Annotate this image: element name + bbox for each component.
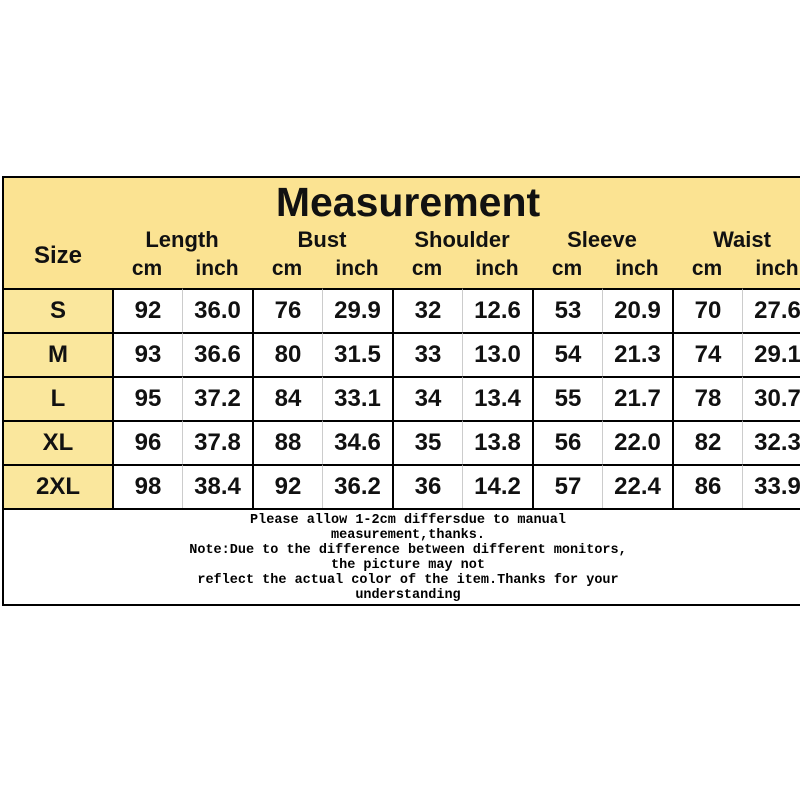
table-header-band: Measurement Size Length Bust Shoulder Sl… xyxy=(4,178,800,288)
cell-s-shoulder-cm: 32 xyxy=(392,288,462,332)
size-label-m: M xyxy=(4,332,112,376)
cell-xl-bust-cm: 88 xyxy=(252,420,322,464)
cell-m-length-cm: 93 xyxy=(112,332,182,376)
cell-l-length-inch: 37.2 xyxy=(182,376,252,420)
cell-l-shoulder-cm: 34 xyxy=(392,376,462,420)
unit-header-shoulder-inch: inch xyxy=(475,257,519,280)
cell-xl-sleeve-cm: 56 xyxy=(532,420,602,464)
cell-2xl-bust-inch: 36.2 xyxy=(322,464,392,508)
cell-s-bust-cm: 76 xyxy=(252,288,322,332)
cell-m-waist-cm: 74 xyxy=(672,332,742,376)
unit-header-waist-cm: cm xyxy=(691,257,723,280)
note-line: measurement,thanks. xyxy=(331,528,485,543)
cell-m-shoulder-cm: 33 xyxy=(392,332,462,376)
cell-m-shoulder-inch: 13.0 xyxy=(462,332,532,376)
cell-xl-length-inch: 37.8 xyxy=(182,420,252,464)
cell-s-length-inch: 36.0 xyxy=(182,288,252,332)
cell-s-length-cm: 92 xyxy=(112,288,182,332)
column-group-sleeve: Sleeve xyxy=(567,227,637,252)
cell-m-bust-inch: 31.5 xyxy=(322,332,392,376)
cell-l-shoulder-inch: 13.4 xyxy=(462,376,532,420)
column-group-waist: Waist xyxy=(713,227,771,252)
column-group-length: Length xyxy=(145,227,219,252)
cell-2xl-waist-inch: 33.9 xyxy=(742,464,800,508)
cell-2xl-length-inch: 38.4 xyxy=(182,464,252,508)
cell-m-sleeve-cm: 54 xyxy=(532,332,602,376)
cell-2xl-bust-cm: 92 xyxy=(252,464,322,508)
cell-xl-sleeve-inch: 22.0 xyxy=(602,420,672,464)
cell-m-bust-cm: 80 xyxy=(252,332,322,376)
cell-s-sleeve-cm: 53 xyxy=(532,288,602,332)
cell-s-bust-inch: 29.9 xyxy=(322,288,392,332)
unit-header-sleeve-inch: inch xyxy=(615,257,659,280)
cell-xl-shoulder-cm: 35 xyxy=(392,420,462,464)
cell-xl-waist-inch: 32.3 xyxy=(742,420,800,464)
cell-m-sleeve-inch: 21.3 xyxy=(602,332,672,376)
cell-l-sleeve-inch: 21.7 xyxy=(602,376,672,420)
cell-l-waist-inch: 30.7 xyxy=(742,376,800,420)
cell-s-shoulder-inch: 12.6 xyxy=(462,288,532,332)
cell-xl-length-cm: 96 xyxy=(112,420,182,464)
note-line: understanding xyxy=(355,588,461,603)
note-line: Note:Due to the difference between diffe… xyxy=(189,543,627,558)
size-label-xl: XL xyxy=(4,420,112,464)
cell-l-bust-inch: 33.1 xyxy=(322,376,392,420)
cell-xl-bust-inch: 34.6 xyxy=(322,420,392,464)
unit-header-length-inch: inch xyxy=(195,257,239,280)
cell-l-bust-cm: 84 xyxy=(252,376,322,420)
cell-m-length-inch: 36.6 xyxy=(182,332,252,376)
unit-header-length-cm: cm xyxy=(131,257,163,280)
cell-l-waist-cm: 78 xyxy=(672,376,742,420)
disclaimer-note: Please allow 1-2cm differsdue to manual … xyxy=(4,508,800,604)
table-title: Measurement xyxy=(275,179,541,225)
cell-l-sleeve-cm: 55 xyxy=(532,376,602,420)
cell-s-waist-cm: 70 xyxy=(672,288,742,332)
cell-xl-waist-cm: 82 xyxy=(672,420,742,464)
note-line: Please allow 1-2cm differsdue to manual xyxy=(250,513,566,528)
size-label-s: S xyxy=(4,288,112,332)
size-label-l: L xyxy=(4,376,112,420)
unit-header-sleeve-cm: cm xyxy=(551,257,583,280)
note-line: reflect the actual color of the item.Tha… xyxy=(197,573,619,588)
size-label-2xl: 2XL xyxy=(4,464,112,508)
column-group-shoulder: Shoulder xyxy=(414,227,510,252)
unit-header-shoulder-cm: cm xyxy=(411,257,443,280)
unit-header-bust-inch: inch xyxy=(335,257,379,280)
column-header-size: Size xyxy=(33,242,83,269)
measurement-table: Measurement Size Length Bust Shoulder Sl… xyxy=(2,176,800,606)
cell-m-waist-inch: 29.1 xyxy=(742,332,800,376)
cell-s-sleeve-inch: 20.9 xyxy=(602,288,672,332)
column-group-bust: Bust xyxy=(297,227,347,252)
unit-header-bust-cm: cm xyxy=(271,257,303,280)
note-line: the picture may not xyxy=(331,558,485,573)
cell-2xl-sleeve-inch: 22.4 xyxy=(602,464,672,508)
cell-s-waist-inch: 27.6 xyxy=(742,288,800,332)
cell-2xl-shoulder-inch: 14.2 xyxy=(462,464,532,508)
cell-2xl-sleeve-cm: 57 xyxy=(532,464,602,508)
cell-2xl-waist-cm: 86 xyxy=(672,464,742,508)
table-body: S 92 36.0 76 29.9 32 12.6 53 20.9 70 27.… xyxy=(4,288,800,508)
cell-l-length-cm: 95 xyxy=(112,376,182,420)
cell-xl-shoulder-inch: 13.8 xyxy=(462,420,532,464)
unit-header-waist-inch: inch xyxy=(755,257,799,280)
cell-2xl-length-cm: 98 xyxy=(112,464,182,508)
cell-2xl-shoulder-cm: 36 xyxy=(392,464,462,508)
